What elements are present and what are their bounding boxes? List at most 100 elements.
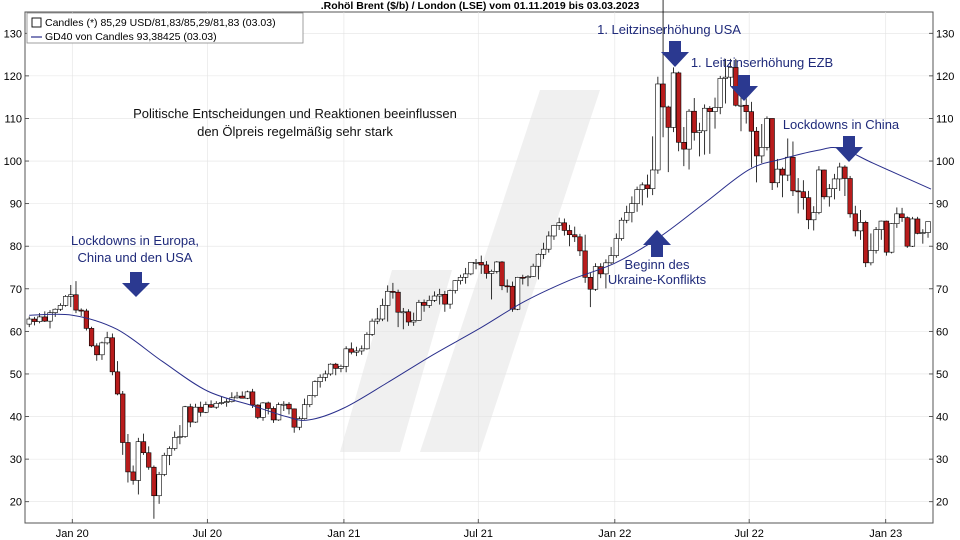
candle-body — [120, 393, 126, 443]
y-tick-label-right: 90 — [936, 199, 948, 211]
x-axis: Jan 20 Jul 20 Jan 21 Jul 21 Jan 22 Jul 22 Jan … — [56, 519, 902, 540]
legend-ma-label: GD40 von Candles 93,38425 (03.03) — [45, 31, 217, 43]
candle-body — [270, 408, 277, 421]
annotation-leitzins-usa: 1. Leitzinserhöhung USA — [597, 22, 741, 37]
candle-body — [442, 294, 448, 305]
arrow-up-ukraine — [643, 230, 671, 257]
candle-body — [759, 147, 765, 157]
candle-body — [925, 221, 931, 233]
candle-body — [899, 213, 905, 218]
candle-body — [785, 156, 791, 176]
candle-body — [665, 106, 671, 128]
y-tick-label-left: 20 — [10, 497, 22, 509]
x-tick-label: Jan 23 — [869, 528, 902, 540]
candle-body — [322, 373, 328, 378]
candle-body — [857, 222, 864, 232]
candle-body — [546, 235, 552, 250]
candle-body — [592, 266, 599, 290]
candle-body — [696, 130, 703, 133]
candle-body — [847, 178, 853, 215]
candle-body — [426, 299, 432, 306]
y-tick-label-left: 90 — [10, 199, 22, 211]
candle-body — [712, 107, 718, 112]
candle-body — [83, 310, 89, 329]
y-tick-label-right: 130 — [936, 28, 954, 40]
y-tick-label-left: 100 — [4, 156, 22, 168]
candle-body — [296, 418, 302, 428]
candle-body — [255, 404, 261, 418]
y-tick-label-left: 80 — [10, 241, 22, 253]
candle-body — [644, 184, 651, 190]
candle-body — [660, 83, 666, 108]
candle-body — [213, 403, 219, 408]
candle-body — [509, 285, 515, 310]
candle-body — [702, 107, 708, 132]
candle-body — [525, 276, 531, 279]
candle-body — [670, 72, 677, 128]
annotation-lockdown-eu-line2: China und den USA — [78, 250, 193, 265]
candle-body — [42, 316, 48, 322]
candle-body — [62, 296, 69, 306]
candle-body — [208, 404, 214, 408]
grid — [25, 12, 933, 523]
candle-body — [390, 291, 396, 293]
candle-body — [473, 262, 479, 264]
candle-body — [374, 318, 380, 322]
annotation-lockdown-china: Lockdowns in China — [783, 117, 900, 132]
annotation-politik-line2: den Ölpreis regelmäßig sehr stark — [197, 124, 393, 139]
candle-body — [161, 454, 167, 475]
candle-body — [73, 294, 79, 311]
candle-body — [276, 404, 282, 421]
legend: Candles (*) 85,29 USD/81,83/85,29/81,83 … — [26, 12, 304, 44]
candle-body — [234, 395, 240, 399]
candle-body — [431, 295, 438, 301]
candle-body — [239, 395, 245, 399]
legend-candle-marker — [31, 17, 42, 28]
candle-body — [904, 217, 910, 247]
y-tick-label-right: 100 — [936, 156, 954, 168]
y-tick-label-right: 60 — [936, 326, 948, 338]
candle-body — [494, 261, 500, 272]
candle-body — [572, 234, 578, 238]
candle-body — [447, 290, 453, 305]
candle-body — [577, 236, 583, 252]
candle-body — [655, 83, 661, 171]
watermark-logo — [340, 90, 600, 452]
watermark-bar-right — [420, 90, 600, 452]
candle-body — [816, 169, 822, 213]
candle-body — [852, 213, 858, 232]
candle-body — [499, 261, 505, 287]
candle-body — [182, 406, 188, 437]
y-axis: 20 20 30 30 40 40 50 50 60 60 70 70 80 80 90 90 100 100 11… — [4, 28, 955, 508]
candle-body — [863, 222, 869, 264]
candle-body — [483, 264, 490, 274]
y-tick-label-left: 60 — [10, 326, 22, 338]
candle-body — [920, 232, 926, 234]
candle-body — [140, 441, 147, 454]
candle-body — [172, 437, 178, 449]
candle-body — [31, 318, 38, 322]
candle-body — [156, 474, 162, 497]
candle-body — [728, 67, 734, 78]
candle-body — [301, 404, 308, 419]
y-tick-label-right: 30 — [936, 454, 948, 466]
candle-body — [125, 442, 131, 473]
y-tick-label-left: 40 — [10, 412, 22, 424]
x-tick-label: Jan 20 — [56, 528, 89, 540]
candle-body — [99, 342, 105, 356]
arrow-down-lockdown-eu — [122, 272, 150, 297]
candle-body — [805, 197, 812, 221]
x-tick-label: Jul 20 — [193, 528, 222, 540]
candle-body — [753, 130, 760, 157]
candle-body — [764, 118, 770, 148]
candle-body — [68, 294, 74, 297]
candle-body — [821, 169, 827, 198]
candle-body — [218, 402, 225, 404]
candle-body — [811, 212, 817, 221]
candle-body — [717, 78, 723, 108]
candle-body — [618, 219, 625, 239]
candle-body — [769, 118, 775, 184]
candle-body — [463, 273, 469, 278]
candle-body — [613, 238, 619, 256]
candle-body — [489, 271, 495, 274]
